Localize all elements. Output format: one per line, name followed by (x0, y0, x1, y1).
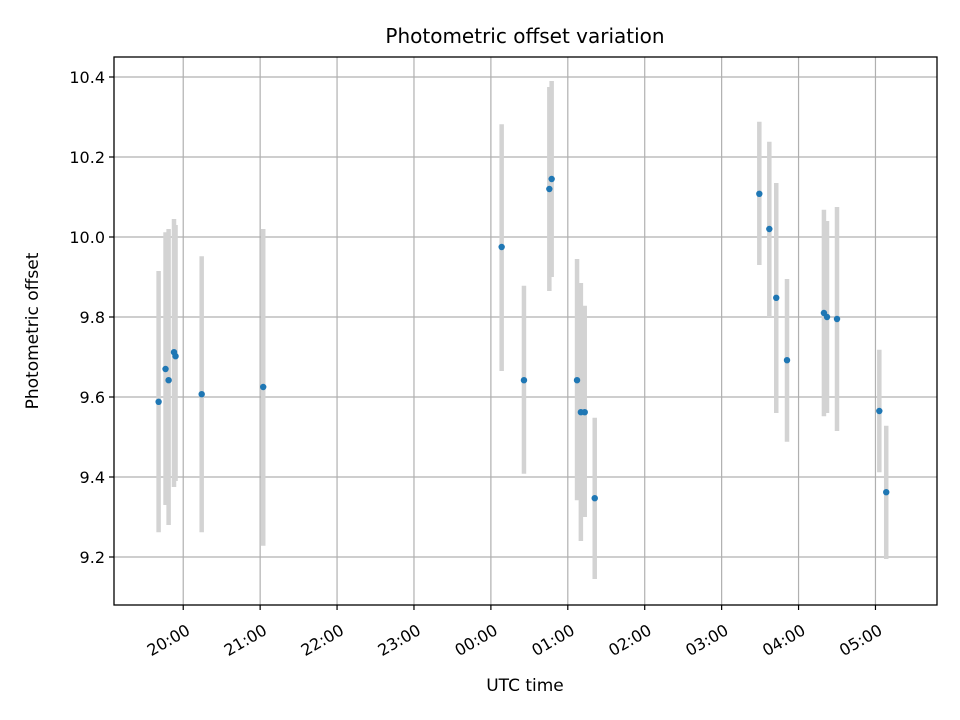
y-tick-label: 10.0 (69, 228, 105, 247)
data-point (883, 489, 890, 496)
data-point (165, 377, 172, 384)
data-point (756, 190, 763, 197)
data-point (591, 495, 598, 502)
x-tick-label: 05:00 (836, 620, 885, 660)
data-point (823, 313, 831, 321)
y-tick-label: 9.8 (80, 308, 105, 327)
x-tick-label: 03:00 (682, 620, 731, 660)
data-point (573, 377, 581, 384)
y-tick-label: 9.4 (80, 468, 105, 487)
data-point (581, 409, 588, 416)
x-tick-label: 22:00 (298, 620, 347, 660)
x-tick-label: 20:00 (144, 620, 193, 660)
data-point (198, 391, 205, 398)
x-tick-label: 21:00 (221, 620, 270, 660)
y-tick-label: 10.4 (69, 68, 105, 87)
data-point (162, 365, 169, 373)
x-axis-label: UTC time (486, 676, 564, 696)
data-point (783, 357, 791, 364)
y-axis-label: Photometric offset (23, 252, 43, 409)
plot-frame (113, 56, 938, 606)
x-tick-label: 04:00 (759, 620, 808, 660)
data-point (498, 243, 505, 251)
data-point (155, 398, 162, 405)
error-bars (156, 81, 889, 579)
data-point (833, 315, 841, 323)
data-point (260, 383, 267, 391)
y-tick-label: 9.6 (80, 388, 105, 407)
chart-title: Photometric offset variation (385, 24, 664, 48)
x-tick-label: 00:00 (451, 620, 500, 660)
y-axis-ticks: 9.2 9.4 9.6 9.8 10.0 10.2 10.4 (69, 68, 114, 567)
y-tick-label: 10.2 (69, 148, 105, 167)
data-point (773, 294, 780, 301)
data-point (172, 353, 179, 360)
x-tick-label: 02:00 (605, 620, 654, 660)
data-point (546, 185, 553, 193)
data-point (548, 175, 555, 183)
x-tick-label: 01:00 (528, 620, 577, 660)
data-points (155, 175, 890, 502)
y-tick-label: 9.2 (80, 548, 105, 567)
data-point (876, 407, 883, 415)
x-tick-label: 23:00 (375, 620, 424, 660)
data-point (766, 225, 773, 233)
x-axis-ticks: 20:00 21:00 22:00 23:00 00:00 01:00 02:00 03:00… (144, 605, 885, 660)
data-point (520, 377, 528, 384)
